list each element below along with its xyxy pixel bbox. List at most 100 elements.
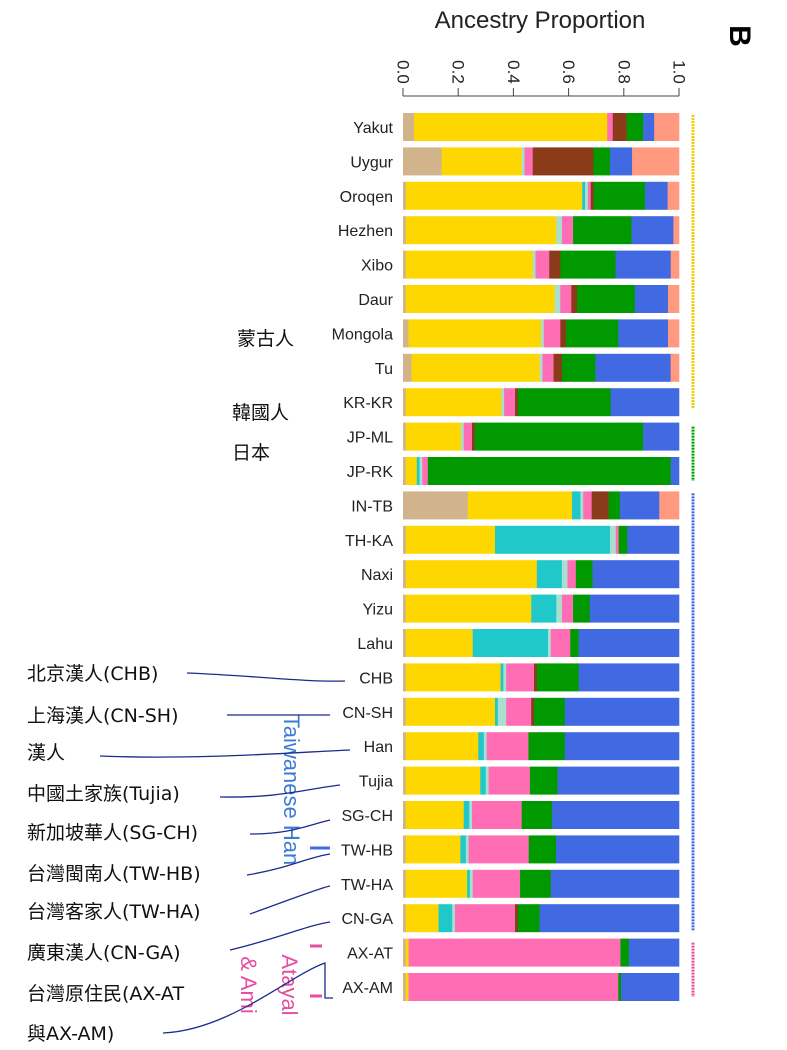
bar-segment [587, 181, 592, 210]
bar-segment [405, 663, 501, 692]
bar-segment [472, 422, 476, 451]
bar-segment [460, 422, 465, 451]
population-label: Yakut [353, 120, 393, 137]
bar-segment [403, 525, 407, 554]
bar-segment [564, 697, 680, 726]
bar-segment [593, 181, 646, 210]
bar-segment [560, 285, 572, 313]
bar-segment [427, 457, 672, 485]
bar-segment [474, 422, 644, 451]
population-label: KR-KR [343, 395, 393, 412]
bar-segment [468, 835, 529, 864]
bar-segment [403, 560, 407, 589]
bar-segment [560, 319, 567, 348]
population-label: TW-HA [341, 877, 393, 894]
bar-segment [405, 216, 557, 245]
bar-segment [403, 216, 407, 245]
bar-segment [403, 491, 469, 520]
bar-segment [532, 147, 594, 176]
population-label: CN-SH [342, 705, 393, 722]
bar-segment [506, 697, 532, 726]
bar-segment [520, 869, 552, 898]
annotation-label: 台灣客家人(TW-HA) [27, 901, 201, 923]
bar-segment [543, 319, 561, 348]
bar-segment [405, 457, 418, 485]
population-label: Mongola [332, 326, 393, 343]
bar-segment [504, 388, 516, 417]
bar-segment [414, 113, 608, 141]
bar-segment [615, 250, 672, 279]
bar-segment [554, 285, 561, 313]
bar-segment [472, 869, 521, 898]
bar-segment [670, 250, 680, 279]
bar-segment [403, 663, 407, 692]
bar-segment [441, 147, 522, 176]
bar-segment [536, 663, 579, 692]
bar-segment [408, 938, 621, 967]
bar-segment [553, 353, 563, 382]
bar-segment [643, 113, 655, 141]
annotation-leader-line [249, 885, 331, 915]
annotation-label: 蒙古人 [237, 328, 294, 350]
bar-segment [486, 732, 529, 761]
bar-segment [667, 181, 680, 210]
annotation-label: 廣東漢人(CN-GA) [27, 942, 181, 964]
bar-segment [506, 663, 535, 692]
bar-segment [408, 973, 619, 1001]
bar-segment [452, 904, 456, 933]
group-label-taiwanese-han: Taiwanese Han [279, 715, 304, 865]
x-tick-label: 0.8 [614, 60, 633, 84]
bar-segment [591, 491, 609, 520]
bar-segment [411, 353, 540, 382]
bar-segment [463, 422, 473, 451]
bar-segment [460, 835, 467, 864]
population-label: Xibo [361, 258, 393, 275]
bar-segment [403, 801, 407, 829]
bar-segment [521, 801, 553, 829]
population-label: Tu [375, 361, 393, 378]
population-label: SG-CH [341, 808, 393, 825]
bar-segment [515, 388, 519, 417]
bar-segment [403, 904, 407, 933]
bar-segment [515, 904, 519, 933]
bar-segment [610, 525, 617, 554]
bar-segment [405, 388, 502, 417]
annotation-label: 新加坡華人(SG-CH) [27, 822, 198, 844]
annotation-leader-line [229, 921, 331, 951]
bar-segment [539, 353, 543, 382]
bar-segment [576, 285, 636, 313]
bar-segment [567, 560, 577, 589]
bar-segment [405, 422, 462, 451]
bar-segment [405, 801, 465, 829]
bar-segment [673, 216, 680, 245]
population-label: Oroqen [340, 189, 393, 206]
bar-segment [483, 732, 487, 761]
x-tick-label: 0.6 [559, 60, 578, 84]
bar-segment [403, 973, 407, 1001]
bar-segment [403, 319, 409, 348]
bar-segment [403, 869, 407, 898]
population-label: Daur [358, 292, 393, 309]
x-axis: 0.0 0.2 0.4 0.6 0.8 1.0 [394, 60, 689, 97]
bar-segment [542, 353, 554, 382]
bar-segment [547, 629, 552, 657]
bar-segment [561, 353, 596, 382]
bar-segment [643, 422, 680, 451]
population-label: JP-RK [347, 464, 394, 481]
bar-segment [405, 835, 461, 864]
bar-segment [634, 285, 669, 313]
bar-segment [659, 491, 680, 520]
bar-segment [531, 697, 535, 726]
panel-label: B [723, 25, 756, 47]
bar-segment [419, 457, 423, 485]
bar-segment [403, 250, 407, 279]
bar-segment [405, 181, 583, 210]
bar-segment [607, 113, 614, 141]
bar-segment [535, 250, 550, 279]
bar-segment [500, 663, 504, 692]
bar-segment [405, 973, 409, 1001]
bar-segment [573, 216, 632, 245]
group-labels: Taiwanese Han Atayal & Ami [236, 715, 304, 1016]
bar-segment [631, 216, 674, 245]
